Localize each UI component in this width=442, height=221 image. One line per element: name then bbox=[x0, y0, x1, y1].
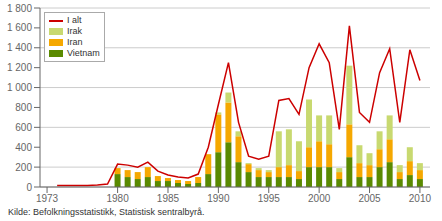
svg-text:1 000: 1 000 bbox=[8, 82, 32, 93]
html-text:Iran: Iran bbox=[67, 37, 83, 47]
svg-text:1 400: 1 400 bbox=[8, 42, 32, 53]
html-text:I alt: I alt bbox=[67, 15, 82, 25]
svg-text:1 200: 1 200 bbox=[8, 62, 32, 73]
svg-text:600: 600 bbox=[15, 122, 32, 133]
svg-text:1 800: 1 800 bbox=[8, 3, 32, 14]
svg-text:2005: 2005 bbox=[358, 193, 381, 204]
svg-text:2010: 2010 bbox=[409, 193, 432, 204]
svg-text:800: 800 bbox=[15, 102, 32, 113]
svg-text:400: 400 bbox=[15, 142, 32, 153]
html-text:Vietnam: Vietnam bbox=[67, 48, 100, 58]
svg-text:1973: 1973 bbox=[36, 193, 59, 204]
svg-text:0: 0 bbox=[26, 182, 32, 193]
svg-text:2000: 2000 bbox=[308, 193, 331, 204]
svg-text:1 600: 1 600 bbox=[8, 22, 32, 33]
svg-text:200: 200 bbox=[15, 162, 32, 173]
svg-text:1985: 1985 bbox=[157, 193, 180, 204]
svg-text:1995: 1995 bbox=[258, 193, 281, 204]
html-text:Irak: Irak bbox=[67, 26, 82, 36]
svg-text:1990: 1990 bbox=[207, 193, 230, 204]
svg-text:1980: 1980 bbox=[106, 193, 129, 204]
html-text:Kilde: Befolkningsstatistikk,: Kilde: Befolkningsstatistikk, Statistisk… bbox=[8, 207, 205, 217]
